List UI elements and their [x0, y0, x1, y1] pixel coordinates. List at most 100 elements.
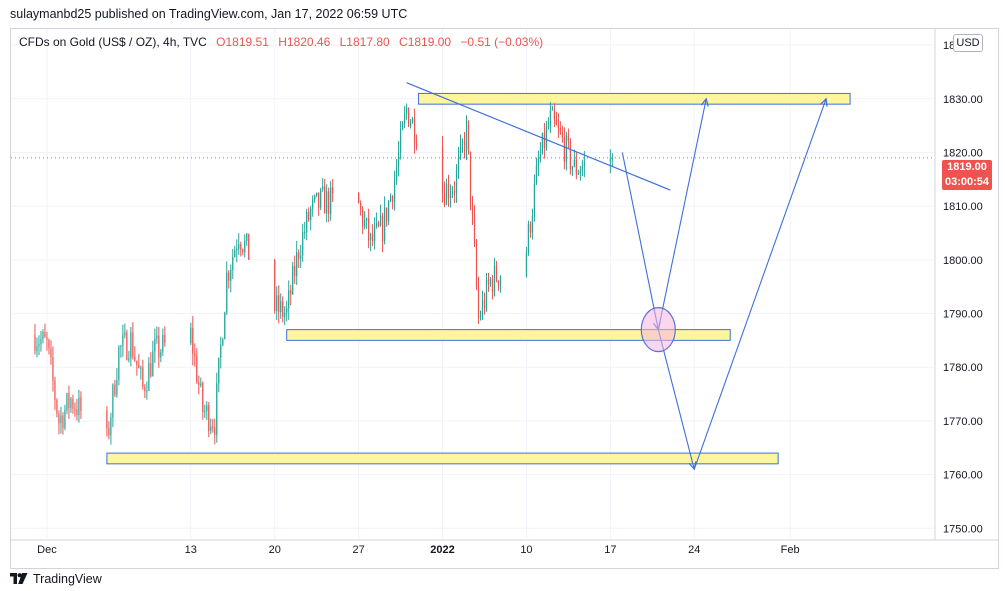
candle-body: [306, 212, 308, 233]
candle-body: [132, 332, 134, 357]
candle-body: [124, 332, 126, 336]
candle-body: [405, 108, 408, 114]
candle-body: [34, 335, 36, 352]
projection-arrow: [621, 152, 659, 330]
candle-body: [567, 135, 570, 142]
candle-body: [385, 207, 388, 222]
candle-body: [158, 335, 160, 358]
currency-button[interactable]: USD: [953, 34, 983, 52]
footer-brand[interactable]: TradingView: [10, 572, 102, 586]
candle-body: [42, 331, 44, 339]
candle-body: [326, 191, 328, 214]
candle-body: [160, 351, 162, 358]
ohlc-change: −0.51 (−0.03%): [460, 35, 544, 49]
candle-body: [375, 222, 378, 227]
candle-body: [457, 156, 460, 170]
candle-body: [393, 180, 396, 203]
candle-body: [487, 279, 490, 285]
candle-body: [557, 124, 560, 128]
candle-body: [609, 159, 611, 162]
candle-body: [232, 256, 234, 270]
candle-body: [200, 383, 202, 386]
candle-body: [403, 113, 406, 124]
candle-body: [198, 382, 200, 386]
candle-body: [537, 159, 540, 166]
candle-body: [302, 232, 304, 256]
candle-body: [318, 192, 320, 208]
candle-body: [196, 355, 198, 383]
candle-body: [276, 295, 278, 311]
candle-body: [411, 118, 414, 124]
candle-body: [483, 299, 486, 309]
candle-body: [222, 339, 224, 346]
candle-body: [138, 364, 140, 369]
time-tick-label: 17: [604, 544, 616, 556]
candle-body: [451, 191, 454, 195]
candle-body: [401, 123, 404, 130]
candle-body: [461, 142, 464, 144]
candle-body: [527, 223, 530, 253]
candle-body: [360, 203, 362, 209]
candle-body: [389, 196, 392, 202]
candle-body: [308, 212, 310, 220]
candle-body: [136, 360, 138, 365]
candle-body: [549, 110, 552, 127]
ohlc-close: C1819.00: [399, 35, 452, 49]
candle-body: [379, 215, 382, 226]
candle-body: [547, 126, 550, 128]
candle-body: [479, 316, 482, 318]
candle-body: [68, 393, 70, 409]
candle-body: [300, 255, 302, 259]
last-price-value: 1819.00: [947, 161, 987, 173]
candle-body: [218, 357, 220, 384]
candle-body: [40, 338, 42, 345]
candle-body: [54, 380, 56, 400]
candle-body: [110, 417, 112, 436]
candle-body: [320, 189, 322, 208]
candle-body: [234, 250, 236, 257]
candle-body: [210, 426, 212, 431]
candle-body: [44, 331, 46, 338]
candle-body: [367, 218, 370, 241]
publisher-line: sulaymanbd25 published on TradingView.co…: [10, 7, 408, 21]
arrow-head: [820, 97, 828, 107]
candle-body: [148, 362, 150, 391]
candle-body: [156, 335, 158, 339]
candle-body: [204, 411, 206, 413]
candle-body: [62, 415, 64, 428]
candle-body: [533, 183, 536, 216]
drawings: [406, 82, 828, 471]
candle-body: [485, 279, 488, 309]
candle-body: [150, 362, 152, 377]
candle-body: [361, 208, 364, 227]
candle-body: [144, 386, 146, 392]
chart-frame: [10, 28, 999, 569]
candle-body: [214, 427, 216, 435]
candle-body: [246, 233, 248, 241]
candle-body: [551, 109, 554, 111]
candle-body: [563, 137, 566, 162]
candle-body: [481, 299, 484, 317]
candle-body: [152, 351, 154, 377]
candle-body: [278, 295, 280, 312]
candle-body: [459, 142, 462, 157]
candle-body: [58, 413, 60, 424]
candle-body: [112, 384, 114, 418]
candle-body: [118, 346, 120, 380]
candle-body: [577, 173, 580, 175]
candle-body: [525, 252, 528, 277]
projection-arrow: [657, 98, 707, 330]
price-tick-label: 1750.00: [943, 523, 983, 535]
candle-body: [108, 428, 110, 436]
time-tick-label: 2022: [430, 544, 454, 556]
candle-body: [541, 132, 544, 154]
candle-body: [226, 272, 228, 313]
candle-body: [407, 108, 410, 127]
candle-body: [583, 161, 585, 167]
price-tick-label: 1800.00: [943, 255, 983, 267]
candle-body: [497, 280, 500, 286]
candle-body: [242, 249, 244, 252]
candle-body: [373, 226, 376, 242]
candle-body: [76, 409, 78, 416]
